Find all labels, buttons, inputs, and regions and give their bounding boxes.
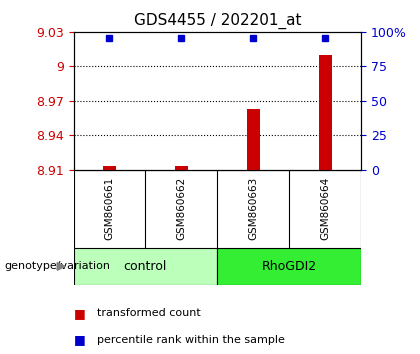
Text: genotype/variation: genotype/variation (4, 261, 110, 272)
Text: GSM860664: GSM860664 (320, 177, 330, 240)
Text: ■: ■ (74, 333, 85, 346)
Bar (175, 166, 188, 170)
Text: RhoGDI2: RhoGDI2 (262, 260, 317, 273)
Text: control: control (124, 260, 167, 273)
Bar (247, 109, 260, 170)
Bar (74, 248, 218, 285)
Text: transformed count: transformed count (97, 308, 200, 318)
Text: GSM860663: GSM860663 (248, 177, 258, 240)
Text: GSM860661: GSM860661 (105, 177, 115, 240)
Text: ■: ■ (74, 307, 85, 320)
Bar (218, 248, 361, 285)
Bar (319, 55, 332, 170)
Text: GSM860662: GSM860662 (176, 177, 186, 240)
Text: percentile rank within the sample: percentile rank within the sample (97, 335, 284, 345)
Bar (103, 166, 116, 170)
Title: GDS4455 / 202201_at: GDS4455 / 202201_at (134, 13, 301, 29)
